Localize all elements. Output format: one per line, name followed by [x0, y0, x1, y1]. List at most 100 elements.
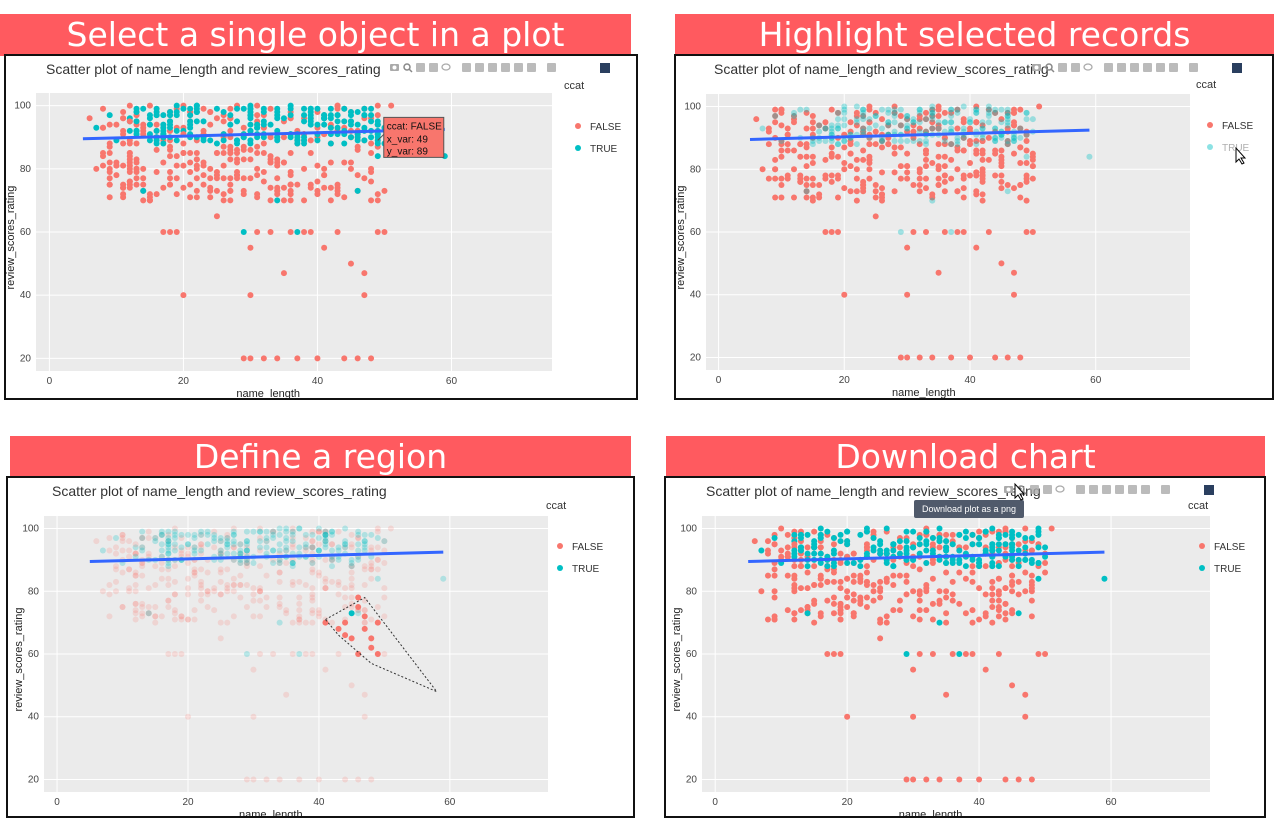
point-true	[923, 116, 929, 123]
lasso-select-icon[interactable]	[1055, 485, 1065, 493]
point-true	[327, 115, 334, 122]
point-true	[791, 531, 798, 538]
point-false	[948, 354, 955, 361]
point-true	[904, 112, 911, 119]
hover-compare-icon[interactable]	[1189, 63, 1198, 72]
zoom-out-icon[interactable]	[1089, 485, 1098, 494]
plotly-logo-icon[interactable]	[1232, 63, 1242, 73]
point-true	[811, 550, 818, 557]
zoom-in-icon[interactable]	[462, 63, 471, 72]
hover-closest-icon[interactable]	[1169, 63, 1178, 72]
lasso-select-icon[interactable]	[441, 63, 451, 71]
box-select-icon[interactable]	[1043, 485, 1052, 494]
box-select-icon[interactable]	[429, 63, 438, 72]
lasso-select-icon[interactable]	[1083, 63, 1093, 71]
pan-icon[interactable]	[1058, 63, 1067, 72]
point-false	[133, 175, 140, 182]
scatter-plot[interactable]: 0 20 40 6020406080100name_lengthreview_scor…	[6, 56, 636, 398]
legend-marker-true[interactable]	[1207, 144, 1213, 150]
point-true	[973, 106, 980, 113]
point-false	[904, 175, 911, 182]
point-false	[982, 666, 989, 673]
point-true	[998, 134, 1005, 141]
point-false	[120, 140, 127, 147]
reset-axes-icon[interactable]	[1143, 63, 1152, 72]
point-false	[270, 528, 277, 535]
camera-icon[interactable]	[1032, 64, 1041, 71]
point-false	[960, 194, 967, 201]
point-true	[816, 122, 823, 129]
point-false	[158, 613, 165, 620]
scatter-plot[interactable]: 0 20 40 6020406080100name_lengthreview_scor…	[8, 478, 633, 816]
reset-axes-icon[interactable]	[501, 63, 510, 72]
autoscale-icon[interactable]	[1130, 63, 1139, 72]
box-select-icon[interactable]	[1071, 63, 1080, 72]
legend-marker-true[interactable]	[1199, 565, 1205, 571]
hover-closest-icon[interactable]	[1141, 485, 1150, 494]
zoom-out-icon[interactable]	[1117, 63, 1126, 72]
spike-lines-icon[interactable]	[1156, 63, 1165, 72]
legend-marker-true[interactable]	[575, 145, 581, 151]
point-false	[1023, 175, 1030, 182]
point-false	[1011, 106, 1017, 113]
scatter-plot[interactable]: 0 20 40 6020406080100name_lengthreview_scor…	[666, 478, 1264, 816]
autoscale-icon[interactable]	[488, 63, 497, 72]
point-true	[191, 534, 198, 541]
trend-line	[749, 128, 1090, 141]
pan-icon[interactable]	[1030, 485, 1039, 494]
spike-lines-icon[interactable]	[1128, 485, 1137, 494]
zoom-icon[interactable]	[403, 63, 413, 73]
camera-icon[interactable]	[1004, 486, 1013, 493]
point-true	[287, 105, 294, 112]
hover-compare-icon[interactable]	[1161, 485, 1170, 494]
point-true	[903, 528, 910, 535]
icon-glyph	[1130, 63, 1139, 72]
point-true	[879, 138, 885, 145]
plotly-logo-icon[interactable]	[600, 63, 610, 73]
point-true	[1042, 544, 1049, 551]
zoom-in-icon[interactable]	[1076, 485, 1085, 494]
point-true	[354, 187, 361, 194]
point-true	[243, 547, 250, 554]
point-false	[224, 534, 231, 541]
point-false	[992, 172, 999, 179]
icon-glyph	[1058, 63, 1067, 72]
zoom-out-icon[interactable]	[475, 63, 484, 72]
point-false	[341, 194, 348, 201]
point-true	[897, 122, 904, 129]
zoom-icon[interactable]	[1045, 63, 1055, 73]
point-true	[250, 560, 257, 567]
hover-closest-icon[interactable]	[527, 63, 536, 72]
plot-title: Scatter plot of name_length and review_s…	[46, 61, 381, 77]
scatter-plot[interactable]: 0 20 40 6020406080100name_lengthreview_scor…	[676, 56, 1272, 398]
camera-icon[interactable]	[390, 64, 399, 71]
reset-axes-icon[interactable]	[1115, 485, 1124, 494]
point-false	[998, 178, 1005, 185]
hover-compare-icon[interactable]	[547, 63, 556, 72]
point-true	[301, 112, 308, 119]
legend-marker-false[interactable]	[1199, 543, 1205, 549]
point-false	[929, 616, 936, 623]
point-false	[910, 713, 917, 720]
point-false	[897, 144, 904, 151]
point-true	[173, 102, 180, 109]
legend-marker-false[interactable]	[1207, 122, 1213, 128]
point-true	[361, 544, 368, 551]
point-true	[211, 531, 218, 538]
point-false	[764, 616, 771, 623]
autoscale-icon[interactable]	[1102, 485, 1111, 494]
point-true	[1011, 138, 1017, 145]
point-true	[185, 531, 191, 538]
legend-marker-false[interactable]	[557, 543, 563, 549]
point-false	[322, 538, 329, 545]
point-true	[830, 560, 837, 567]
zoom-in-icon[interactable]	[1104, 63, 1113, 72]
legend-marker-true[interactable]	[557, 565, 563, 571]
point-false	[1023, 229, 1030, 235]
plotly-logo-icon[interactable]	[1204, 485, 1214, 495]
point-true	[260, 108, 267, 115]
pan-icon[interactable]	[416, 63, 425, 72]
legend-marker-false[interactable]	[575, 123, 581, 129]
spike-lines-icon[interactable]	[514, 63, 523, 72]
zoom-handle	[408, 68, 413, 73]
